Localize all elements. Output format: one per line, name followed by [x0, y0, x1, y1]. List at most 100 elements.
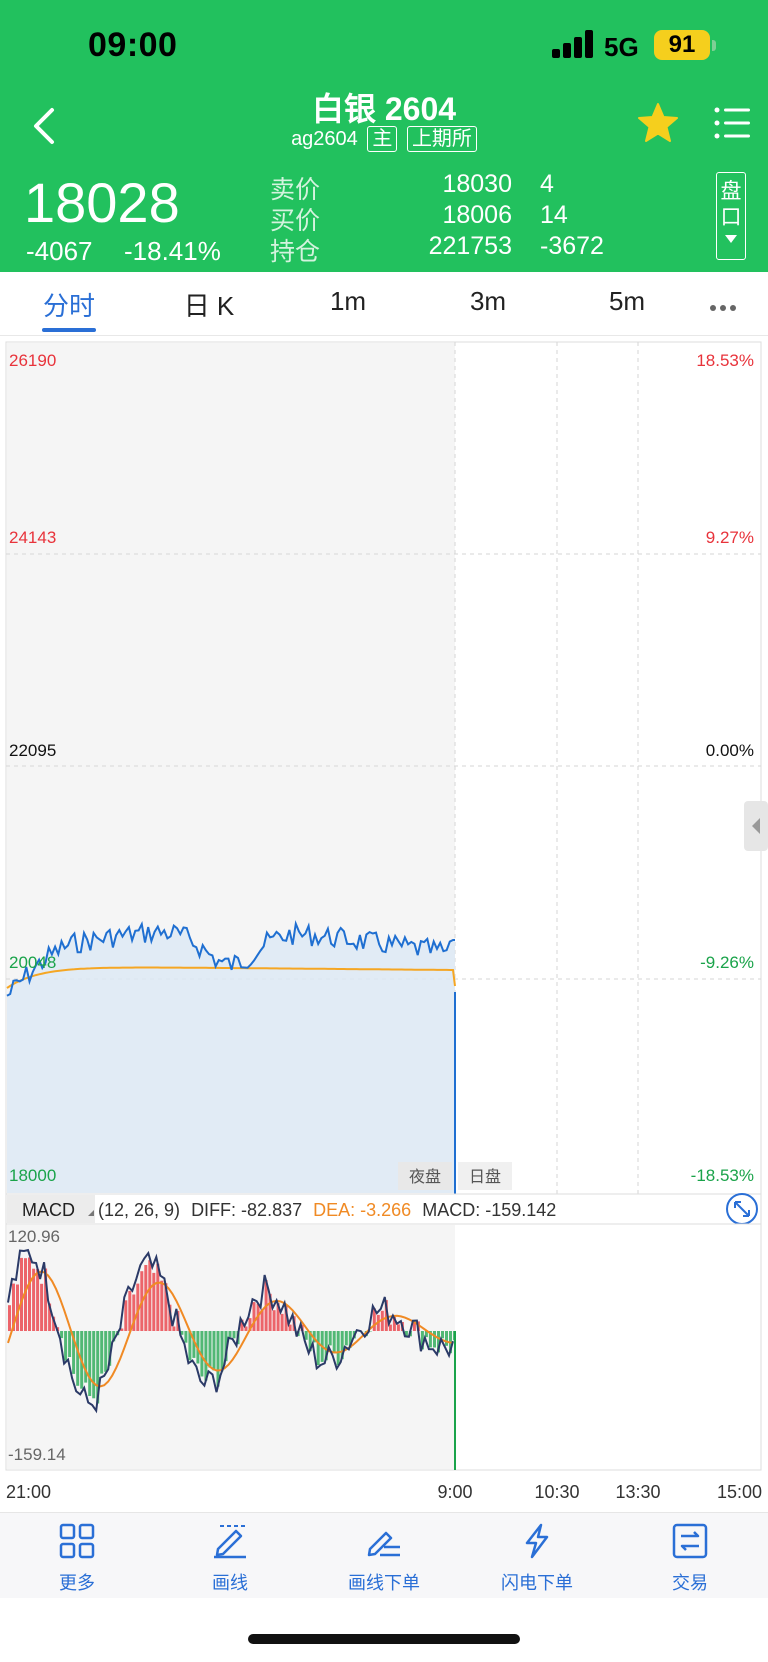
macd-bar	[340, 1331, 344, 1360]
ask-volume: 4	[540, 170, 554, 198]
active-tab-indicator	[42, 328, 96, 332]
tab-1m[interactable]: 1m	[329, 286, 367, 316]
chart-svg: 26190 24143 22095 20048 18000 18.53% 9.2…	[5, 341, 768, 1502]
bid-volume: 14	[540, 201, 568, 229]
price-axis-label: 26190	[9, 351, 56, 370]
macd-bar	[204, 1331, 208, 1381]
favorite-star-icon[interactable]	[636, 102, 680, 144]
menu-icon[interactable]	[714, 106, 750, 140]
price-axis-label: 18000	[9, 1166, 56, 1185]
signal-icon	[552, 30, 596, 58]
macd-bar	[112, 1331, 116, 1342]
macd-bar	[136, 1283, 140, 1331]
macd-bar	[156, 1263, 160, 1331]
nav-flash-order[interactable]: 闪电下单	[477, 1523, 597, 1595]
macd-bar	[276, 1303, 280, 1331]
day-session-tag: 日盘	[469, 1167, 501, 1186]
macd-bar	[312, 1331, 316, 1343]
tab-daily-k[interactable]: 日 K	[183, 291, 235, 321]
macd-bar	[168, 1304, 172, 1331]
macd-bar	[268, 1293, 272, 1331]
more-tabs-icon[interactable]	[710, 298, 740, 316]
price-axis-label: 20048	[9, 953, 56, 972]
macd-bar	[396, 1324, 400, 1331]
pct-axis-label: 18.53%	[696, 351, 754, 370]
pct-axis-label: 9.27%	[706, 528, 754, 547]
chevron-left-icon	[752, 818, 760, 834]
macd-bar	[100, 1331, 104, 1374]
macd-bar	[324, 1331, 328, 1361]
tab-5m[interactable]: 5m	[608, 286, 646, 316]
macd-bar	[441, 1331, 444, 1339]
back-icon[interactable]	[28, 104, 64, 148]
macd-bottom-label: -159.14	[8, 1445, 66, 1464]
macd-bar	[272, 1310, 276, 1331]
macd-bar	[8, 1305, 11, 1331]
nav-trade[interactable]: 交易	[630, 1523, 750, 1595]
macd-bar	[260, 1309, 264, 1331]
macd-bar	[24, 1258, 27, 1331]
macd-bar	[192, 1331, 196, 1358]
macd-bar	[428, 1331, 432, 1348]
macd-bar	[248, 1318, 252, 1331]
macd-bar	[72, 1331, 76, 1374]
pankou-label-1: 盘	[720, 180, 742, 203]
price-area-fill	[7, 923, 455, 1193]
pct-axis-label: 0.00%	[706, 741, 754, 760]
tab-intraday[interactable]: 分时	[42, 291, 95, 321]
macd-bar	[16, 1284, 19, 1331]
trade-icon	[672, 1523, 708, 1559]
macd-bar	[433, 1331, 436, 1348]
grid-icon	[59, 1523, 95, 1559]
macd-bar	[284, 1305, 288, 1331]
time-axis-label: 21:00	[6, 1482, 51, 1502]
open-interest: 221753	[428, 232, 512, 260]
nav-draw-line[interactable]: 画线	[170, 1523, 290, 1595]
macd-bar	[368, 1331, 372, 1332]
nav-label: 更多	[59, 1573, 95, 1593]
macd-bar	[348, 1331, 352, 1348]
macd-bar	[60, 1331, 64, 1339]
pankou-button[interactable]: 盘 口	[716, 172, 746, 260]
period-tabs: 分时 日 K 1m 3m 5m	[0, 272, 768, 336]
macd-bar	[52, 1316, 56, 1331]
dropdown-triangle-icon	[725, 235, 737, 243]
macd-bar	[380, 1310, 384, 1331]
macd-bar	[164, 1283, 168, 1331]
draw-line-icon	[214, 1525, 246, 1559]
macd-bar	[28, 1257, 31, 1331]
intraday-chart[interactable]: 26190 24143 22095 20048 18000 18.53% 9.2…	[0, 336, 768, 1514]
pct-axis-label: -18.53%	[691, 1166, 754, 1185]
header: 09:00 5G 91 白银 2604 ag2604 主 上期所 18028 -…	[0, 0, 768, 272]
nav-draw-order[interactable]: 画线下单	[324, 1523, 444, 1595]
macd-bar	[244, 1326, 248, 1331]
macd-bar	[12, 1283, 15, 1331]
macd-bar	[332, 1331, 336, 1354]
macd-bar	[232, 1331, 236, 1339]
open-interest-label: 持仓	[270, 238, 321, 266]
macd-bar	[344, 1331, 348, 1346]
time-axis-label: 13:30	[615, 1482, 660, 1502]
price-change-pct: -18.41%	[124, 236, 221, 266]
pct-axis-label: -9.26%	[700, 953, 754, 972]
bid-label: 买价	[270, 207, 321, 235]
macd-bar	[148, 1260, 152, 1331]
night-session-tag: 夜盘	[409, 1167, 441, 1186]
macd-bar	[392, 1316, 396, 1331]
macd-bar	[304, 1331, 308, 1340]
macd-selector-bg[interactable]	[7, 1195, 95, 1223]
price-axis-label: 22095	[9, 741, 56, 760]
status-bar: 09:00 5G 91	[0, 0, 768, 92]
macd-bar	[437, 1331, 440, 1353]
macd-params: (12, 26, 9)	[98, 1200, 180, 1220]
macd-bar	[316, 1331, 320, 1365]
lightning-icon	[525, 1523, 549, 1559]
macd-bar	[132, 1294, 136, 1331]
pankou-label-2: 口	[720, 206, 742, 229]
tab-3m[interactable]: 3m	[469, 286, 507, 316]
battery-tip	[712, 40, 716, 51]
exchange-tag: 上期所	[406, 126, 477, 152]
network-label: 5G	[604, 32, 639, 62]
macd-macd-value: MACD: -159.142	[422, 1200, 556, 1220]
nav-more[interactable]: 更多	[17, 1523, 137, 1595]
